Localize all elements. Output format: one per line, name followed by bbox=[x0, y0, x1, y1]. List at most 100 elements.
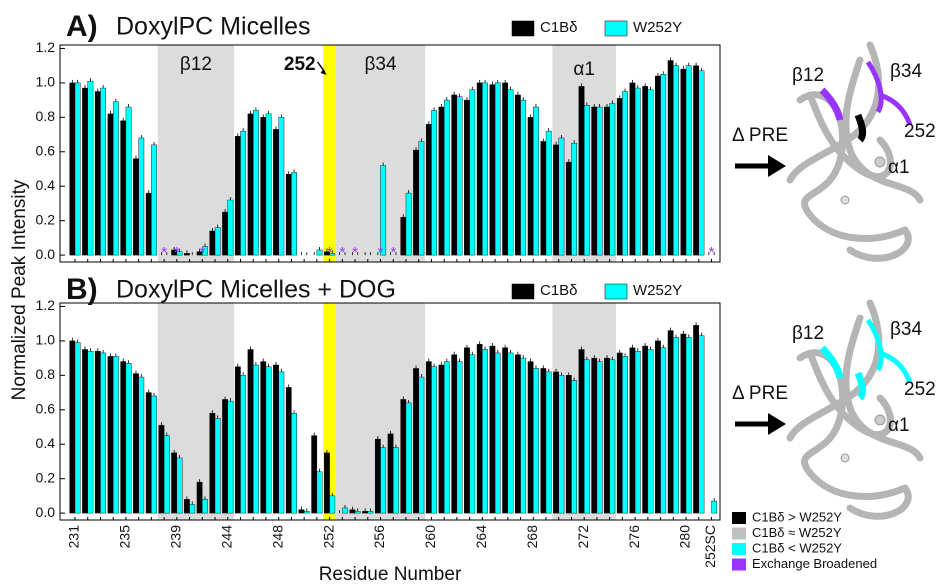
bar bbox=[541, 368, 546, 513]
bar bbox=[419, 377, 424, 513]
bar bbox=[482, 83, 487, 255]
bar bbox=[70, 341, 75, 513]
bar bbox=[88, 81, 93, 255]
bar bbox=[184, 253, 189, 255]
structure-label: β12 bbox=[792, 65, 824, 86]
bar bbox=[248, 350, 253, 514]
legend-swatch bbox=[605, 284, 627, 299]
bar bbox=[286, 174, 291, 255]
bar bbox=[368, 511, 373, 513]
asterisk: * bbox=[161, 244, 167, 261]
y-axis-label: Normalized Peak Intensity bbox=[9, 179, 30, 400]
ribbon-highlight bbox=[822, 348, 840, 378]
bar bbox=[121, 362, 126, 514]
bar bbox=[617, 98, 622, 255]
x-tick-label: 235 bbox=[117, 525, 133, 549]
bar bbox=[431, 367, 436, 513]
x-tick-label: 244 bbox=[218, 525, 234, 549]
bar bbox=[240, 131, 245, 255]
bar bbox=[406, 193, 411, 255]
bar bbox=[681, 334, 686, 513]
bar bbox=[699, 71, 704, 255]
bar bbox=[546, 372, 551, 513]
legend-swatch bbox=[512, 284, 534, 299]
ribbon-highlight bbox=[858, 373, 863, 398]
bar bbox=[610, 360, 615, 513]
y-tick-label: 0.8 bbox=[36, 108, 56, 124]
bar bbox=[126, 363, 131, 513]
asterisk: * bbox=[390, 244, 396, 261]
y-tick-label: 1.2 bbox=[36, 39, 56, 55]
structure-label: α1 bbox=[888, 415, 910, 436]
bar bbox=[151, 396, 156, 513]
bar bbox=[266, 367, 271, 513]
bar bbox=[413, 150, 418, 255]
region-label: α1 bbox=[573, 59, 595, 80]
bar bbox=[470, 355, 475, 513]
bar bbox=[235, 136, 240, 255]
ion bbox=[841, 196, 849, 204]
bar bbox=[643, 346, 648, 513]
y-tick-label: 0.8 bbox=[36, 366, 56, 382]
arrow-label: Δ PRE bbox=[732, 125, 788, 146]
asterisk: * bbox=[174, 244, 180, 261]
bar bbox=[592, 358, 597, 513]
ribbon-highlight bbox=[822, 90, 840, 120]
key-label: Exchange Broadened bbox=[752, 556, 877, 571]
legend-label: C1Bδ bbox=[540, 19, 578, 36]
bar bbox=[355, 511, 360, 513]
arrow-label: Δ PRE bbox=[732, 383, 788, 404]
bar bbox=[75, 343, 80, 513]
bar bbox=[439, 365, 444, 513]
bar bbox=[431, 110, 436, 255]
bar bbox=[515, 95, 520, 255]
bar bbox=[228, 401, 233, 513]
key-swatch bbox=[732, 559, 746, 571]
y-tick-label: 0.6 bbox=[36, 142, 56, 158]
asterisk: * bbox=[378, 244, 384, 261]
bar bbox=[88, 351, 93, 513]
bar bbox=[686, 66, 691, 255]
bar bbox=[261, 117, 266, 255]
bar bbox=[610, 104, 615, 256]
structure-label: α1 bbox=[888, 157, 910, 178]
asterisk: * bbox=[352, 244, 358, 261]
bar bbox=[202, 499, 207, 513]
bar bbox=[553, 372, 558, 513]
bar bbox=[693, 66, 698, 255]
bar bbox=[171, 453, 176, 513]
ribbon-highlight bbox=[858, 115, 863, 140]
bar bbox=[113, 102, 118, 255]
x-tick-label: 272 bbox=[575, 525, 591, 549]
chart-title: DoxylPC Micelles bbox=[116, 13, 310, 41]
bar bbox=[184, 499, 189, 513]
bar bbox=[457, 362, 462, 514]
bar bbox=[508, 353, 513, 513]
bar bbox=[253, 110, 258, 255]
bar bbox=[673, 337, 678, 513]
bar bbox=[393, 448, 398, 513]
bar bbox=[381, 448, 386, 513]
bar bbox=[70, 83, 75, 255]
bar bbox=[712, 501, 717, 513]
bar bbox=[133, 159, 138, 255]
panel-label: B) bbox=[66, 273, 98, 306]
bar bbox=[279, 117, 284, 255]
x-axis-label: Residue Number bbox=[319, 564, 462, 585]
bar bbox=[426, 362, 431, 514]
legend-label: W252Y bbox=[633, 19, 682, 36]
bar bbox=[190, 505, 195, 514]
bar bbox=[655, 76, 660, 255]
bar bbox=[495, 83, 500, 255]
bar bbox=[515, 355, 520, 513]
bar bbox=[482, 350, 487, 514]
bar bbox=[413, 368, 418, 513]
legend-label: C1Bδ bbox=[540, 282, 578, 299]
bar bbox=[375, 439, 380, 513]
bar bbox=[139, 377, 144, 513]
y-tick-label: 1.0 bbox=[36, 74, 56, 90]
bar bbox=[533, 107, 538, 255]
bar bbox=[597, 362, 602, 514]
bar bbox=[381, 166, 386, 256]
bar bbox=[401, 399, 406, 513]
